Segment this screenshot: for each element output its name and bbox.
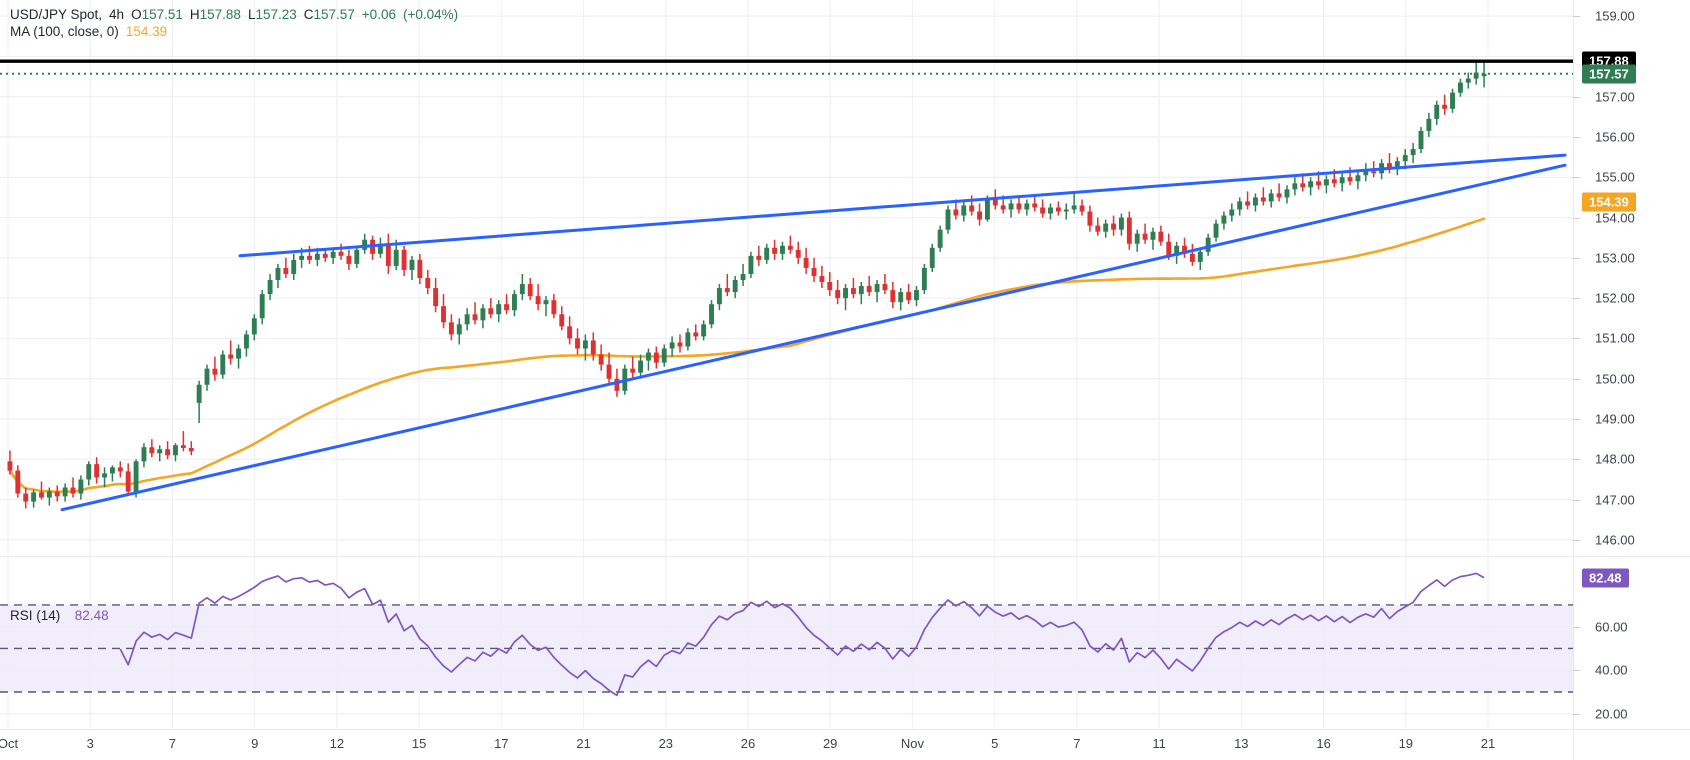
rsi-axis[interactable]: 60.00 40.00 20.00 82.48 [1573,557,1690,729]
time-tick-label: 12 [329,736,345,751]
time-tick-label: 9 [251,736,259,751]
time-tick-label: 15 [411,736,427,751]
rsi-tick-label: 40.00 [1595,662,1628,678]
time-tick-label: 21 [1480,736,1496,751]
time-tick-label: 17 [494,736,509,751]
price-badge-orange: 154.39 [1582,192,1636,212]
price-tick [1573,16,1580,18]
price-tick-label: 154.00 [1595,210,1635,226]
price-axis-border [1573,0,1574,556]
price-tick-label: 147.00 [1595,492,1635,508]
rsi-axis-border [1573,557,1574,729]
price-tick [1573,177,1580,179]
price-badge-green: 157.57 [1582,64,1636,84]
time-tick-label: 19 [1398,736,1414,751]
rsi-tick-label: 20.00 [1595,706,1628,722]
rsi-plot [0,557,1573,729]
price-axis[interactable]: 159.00 157.00 156.00 155.00 154.00 153.00 152.… [1573,0,1690,556]
time-tick-label: 3 [86,736,94,751]
price-tick [1573,298,1580,300]
rsi-tick [1573,713,1580,715]
price-tick [1573,539,1580,541]
corner-border [1573,729,1574,760]
price-tick [1573,338,1580,340]
x-axis-divider [0,729,1690,730]
price-tick-label: 148.00 [1595,451,1635,467]
time-axis[interactable]: Oct 3 7 9 12 15 17 21 23 26 29 Nov 5 7 11 13 16 19 21 [0,729,1573,760]
price-tick [1573,378,1580,380]
time-tick-label: 7 [168,736,177,751]
time-tick-label: 5 [991,736,999,751]
rsi-badge: 82.48 [1582,568,1629,588]
time-tick-label: 29 [822,736,838,751]
time-tick-label: Nov [900,736,924,751]
price-tick [1573,96,1580,98]
time-tick-label: 16 [1316,736,1331,751]
price-tick-label: 157.00 [1595,89,1635,105]
rsi-tick-label: 60.00 [1595,619,1628,635]
price-tick [1573,499,1580,501]
price-tick [1573,257,1580,259]
price-tick-label: 159.00 [1595,8,1635,24]
price-tick-label: 156.00 [1595,129,1635,145]
time-tick-label: 7 [1073,736,1081,751]
price-tick-label: 155.00 [1595,169,1635,185]
axis-corner [1573,729,1690,760]
price-tick-label: 146.00 [1595,532,1635,548]
price-tick [1573,217,1580,219]
price-tick-label: 150.00 [1595,371,1635,387]
price-tick-label: 152.00 [1595,290,1635,306]
time-tick-label: 23 [658,736,674,751]
time-tick-label: 13 [1234,736,1249,751]
time-tick-label: Oct [0,736,19,751]
time-tick-label: 26 [740,736,756,751]
price-tick-label: 153.00 [1595,250,1635,266]
rsi-tick [1573,626,1580,628]
price-tick [1573,459,1580,461]
price-tick-label: 149.00 [1595,411,1635,427]
price-chart-pane[interactable] [0,0,1573,556]
price-tick [1573,137,1580,138]
time-tick-label: 21 [576,736,591,751]
rsi-chart-pane[interactable] [0,557,1573,729]
price-plot [0,0,1573,556]
pane-divider [0,556,1690,557]
rsi-tick [1573,670,1580,672]
time-tick-label: 11 [1152,736,1166,751]
price-tick-label: 151.00 [1595,330,1635,346]
price-tick [1573,419,1580,420]
